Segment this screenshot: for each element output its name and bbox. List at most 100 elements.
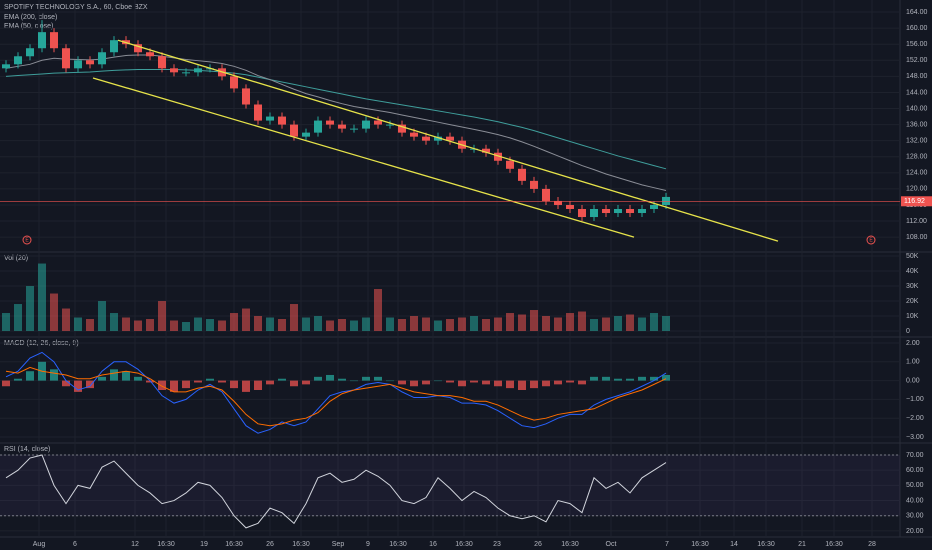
y-tick-label: 40.00 — [906, 497, 924, 504]
rsi-band — [0, 454, 900, 516]
macd-histogram-bar — [554, 380, 562, 385]
volume-bar — [62, 308, 70, 332]
macd-histogram-bar — [422, 380, 430, 385]
y-tick-label: 136.00 — [906, 121, 928, 128]
volume-bar — [554, 317, 562, 332]
candle-body — [626, 208, 634, 214]
x-tick-label: 16:30 — [225, 541, 243, 548]
x-tick-label: 16:30 — [691, 541, 709, 548]
x-tick-label: 21 — [798, 541, 806, 548]
macd-histogram-bar — [518, 380, 526, 390]
macd-histogram-bar — [386, 380, 394, 382]
x-tick-label: 9 — [366, 541, 370, 548]
channel-line — [117, 39, 779, 242]
macd-histogram-bar — [146, 380, 154, 383]
candle-body — [290, 124, 298, 137]
macd-histogram-bar — [350, 380, 358, 382]
volume-bar — [650, 313, 658, 332]
macd-histogram-bar — [74, 380, 82, 392]
macd-histogram-bar — [662, 374, 670, 381]
candle-body — [494, 152, 502, 161]
macd-histogram-bar — [62, 380, 70, 387]
candle-body — [506, 160, 514, 169]
y-tick-label: 1.00 — [906, 359, 920, 366]
macd-histogram-bar — [314, 376, 322, 381]
candle-body — [602, 208, 610, 214]
volume-bar — [434, 320, 442, 332]
x-tick-label: 23 — [493, 541, 501, 548]
volume-bar — [170, 320, 178, 332]
candle-body — [182, 72, 190, 74]
candle-body — [14, 56, 22, 65]
candle-body — [530, 180, 538, 189]
y-tick-label: 30K — [906, 283, 919, 290]
volume-bar — [410, 316, 418, 332]
y-tick-label: 60.00 — [906, 467, 924, 474]
x-tick-label: 16:30 — [389, 541, 407, 548]
volume-bar — [182, 322, 190, 332]
rsi-line — [5, 454, 667, 529]
y-tick-label: 30.00 — [906, 513, 924, 520]
y-tick-label: 0.00 — [906, 377, 920, 384]
macd-histogram-bar — [542, 380, 550, 387]
x-tick-label: 19 — [200, 541, 208, 548]
candle-body — [170, 68, 178, 73]
macd-histogram-bar — [446, 380, 454, 383]
volume-bar — [266, 317, 274, 332]
macd-histogram-bar — [134, 376, 142, 381]
volume-bar — [590, 319, 598, 332]
candle-body — [158, 56, 166, 69]
x-tick-label: 16 — [429, 541, 437, 548]
x-tick-label: 7 — [665, 541, 669, 548]
y-tick-label: 128.00 — [906, 154, 928, 161]
volume-bar — [614, 316, 622, 332]
y-tick-label: 140.00 — [906, 105, 928, 112]
volume-bar — [518, 314, 526, 332]
candle-body — [50, 32, 58, 49]
candle-body — [350, 128, 358, 130]
macd-histogram-bar — [410, 380, 418, 387]
candle-body — [590, 208, 598, 218]
macd-histogram-bar — [566, 380, 574, 383]
pane-title: Vol (20) — [4, 255, 28, 262]
y-tick-label: 0 — [906, 328, 910, 335]
x-tick-label: 16:30 — [561, 541, 579, 548]
pane-title: RSI (14, close) — [4, 446, 50, 453]
macd-histogram-bar — [14, 378, 22, 381]
volume-bar — [86, 319, 94, 332]
x-tick-label: 16:30 — [825, 541, 843, 548]
x-tick-label: 14 — [730, 541, 738, 548]
volume-bar — [506, 313, 514, 332]
y-tick-label: 40K — [906, 268, 919, 275]
macd-histogram-bar — [302, 380, 310, 385]
y-tick-label: 70.00 — [906, 452, 924, 459]
candle-body — [362, 120, 370, 129]
candle-body — [254, 104, 262, 121]
macd-line — [5, 351, 667, 434]
x-tick-label: 6 — [73, 541, 77, 548]
earnings-label: E — [869, 237, 873, 243]
volume-bar — [74, 317, 82, 332]
last-price-box — [901, 196, 932, 207]
candle-body — [398, 124, 406, 133]
candle-body — [386, 124, 394, 126]
candle-body — [338, 124, 346, 129]
macd-histogram-bar — [158, 380, 166, 390]
signal-line — [5, 366, 667, 427]
candle-body — [482, 148, 490, 153]
macd-histogram-bar — [290, 380, 298, 387]
macd-histogram-bar — [638, 376, 646, 381]
x-tick-label: 16:30 — [157, 541, 175, 548]
candle-body — [194, 68, 202, 73]
candle-body — [446, 136, 454, 141]
y-tick-label: 152.00 — [906, 57, 928, 64]
volume-bar — [290, 304, 298, 332]
macd-histogram-bar — [602, 376, 610, 381]
y-tick-label: 120.00 — [906, 186, 928, 193]
candle-body — [650, 204, 658, 209]
candle-body — [74, 60, 82, 69]
macd-histogram-bar — [374, 376, 382, 381]
candle-body — [242, 88, 250, 105]
volume-bar — [626, 314, 634, 332]
earnings-label: E — [25, 237, 29, 243]
